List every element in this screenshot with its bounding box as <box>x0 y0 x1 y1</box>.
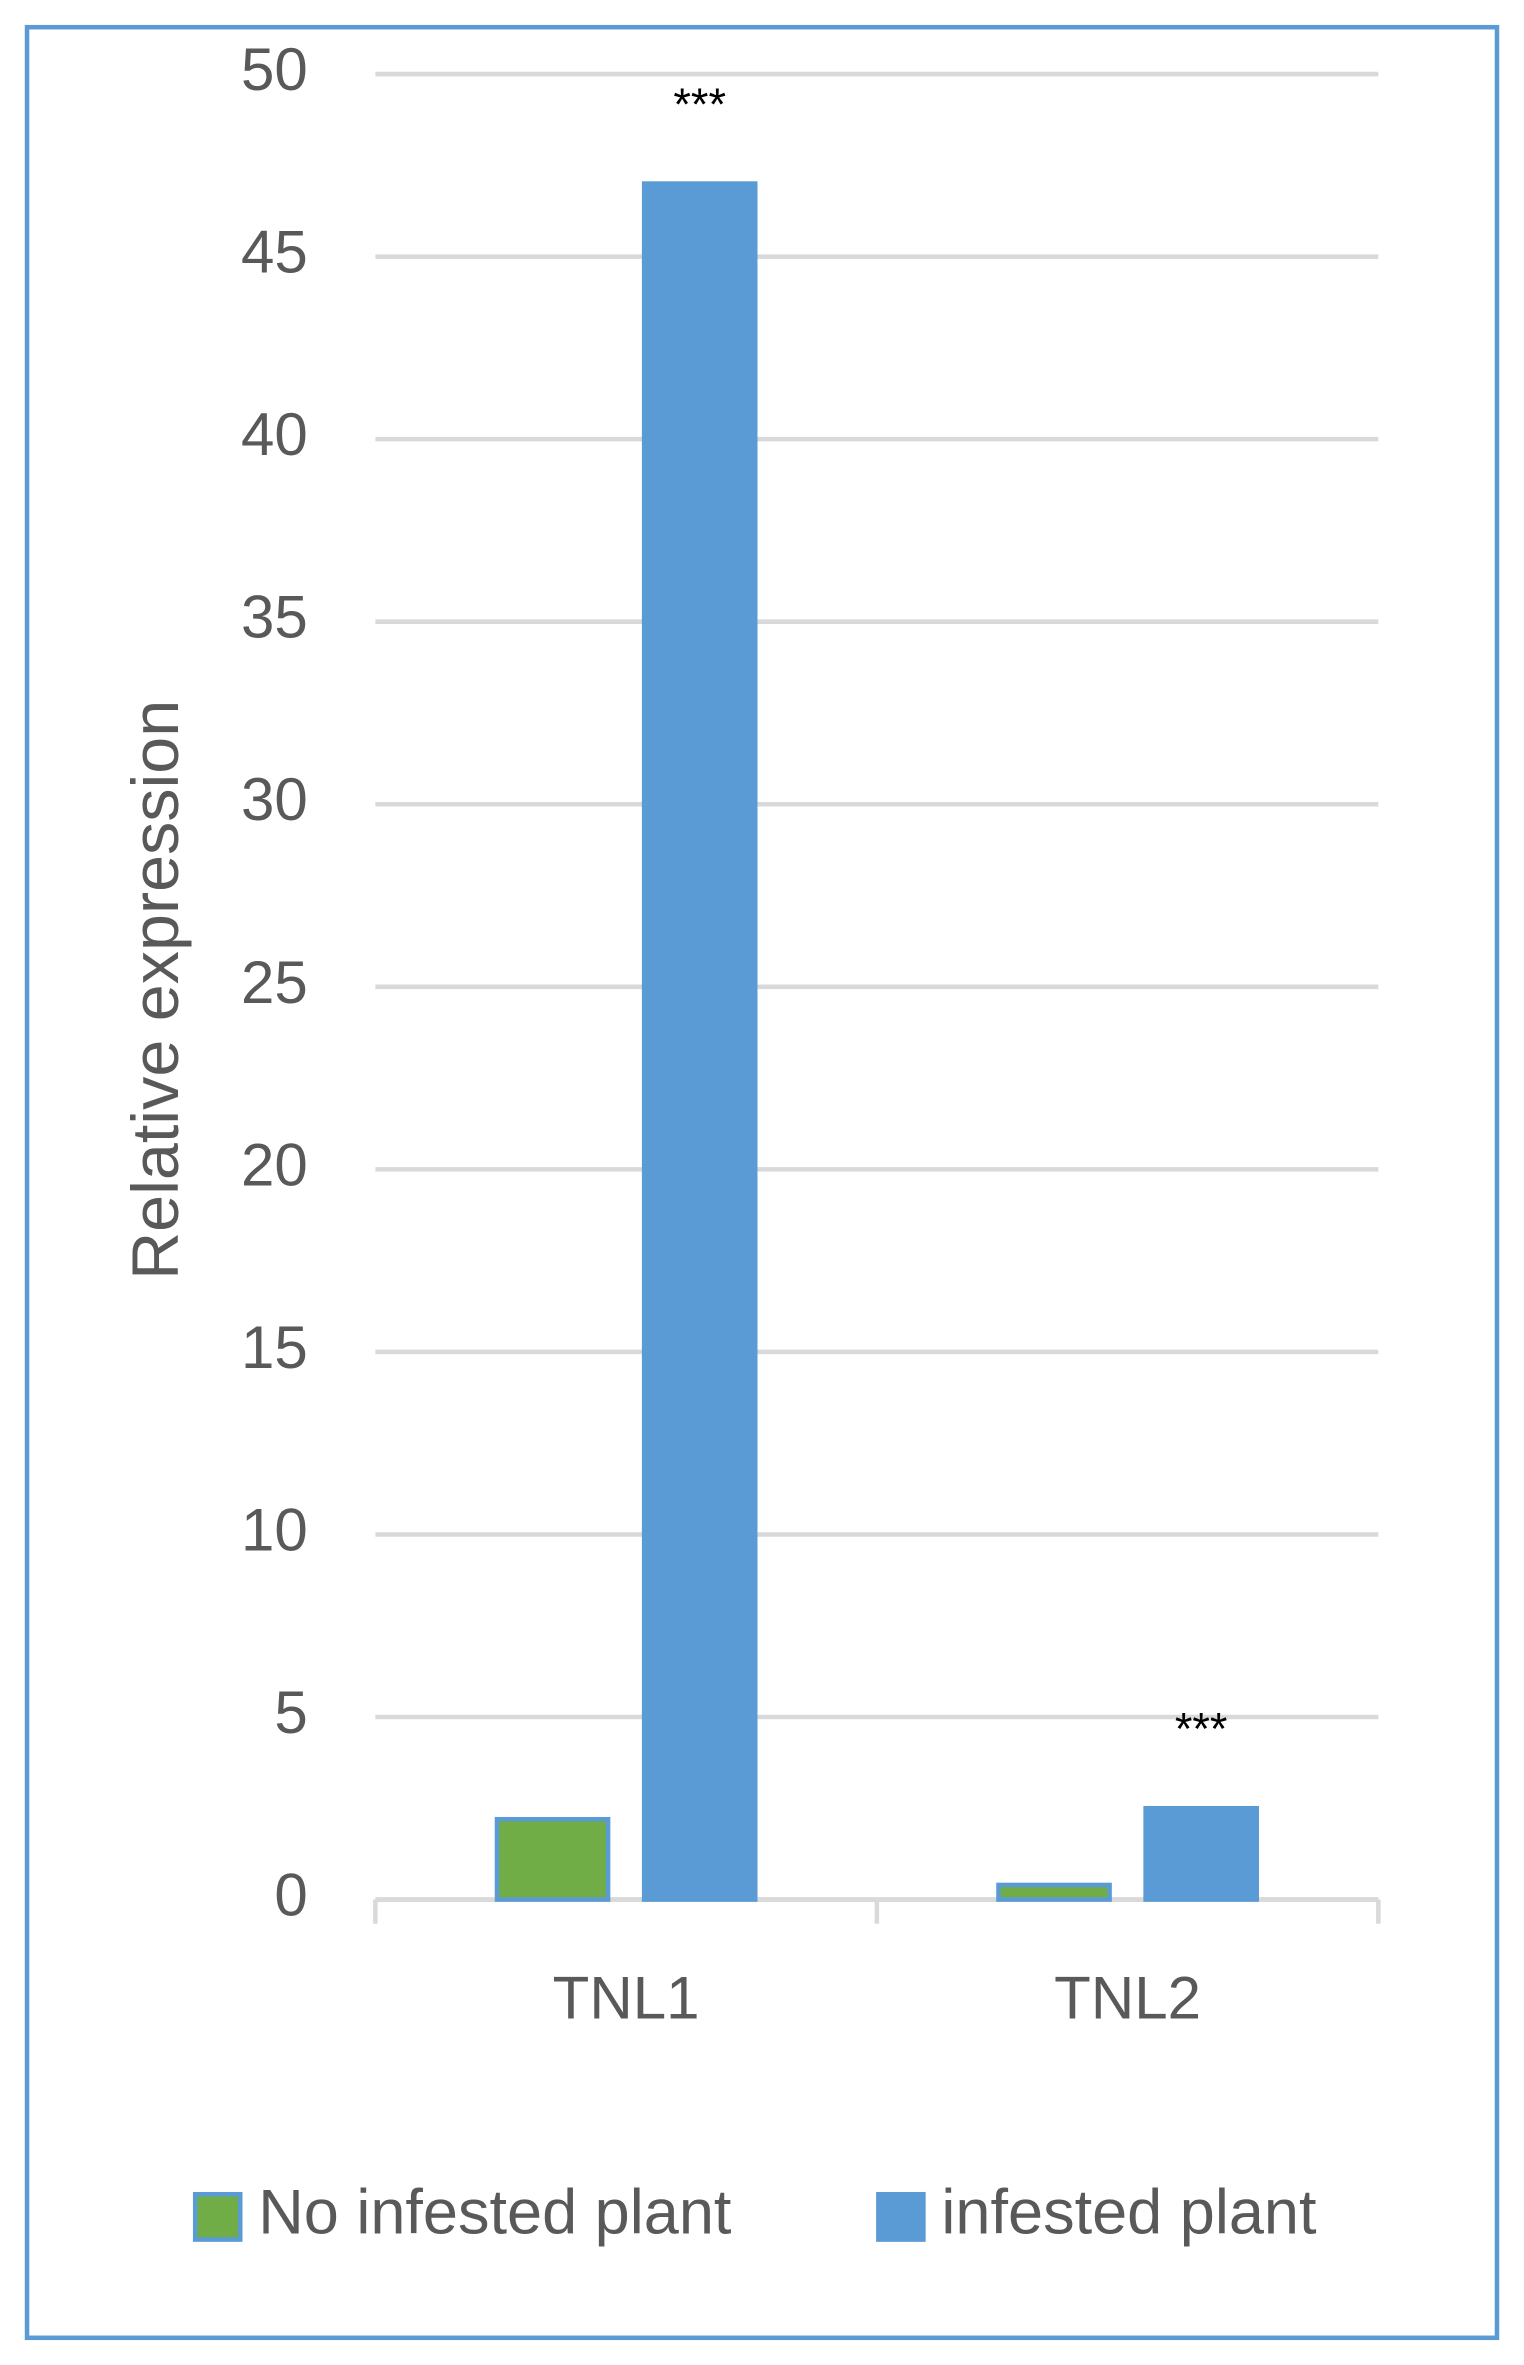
legend-swatch <box>876 2191 926 2242</box>
y-tick-label: 50 <box>241 35 308 103</box>
y-tick-label: 45 <box>241 217 308 285</box>
y-axis-title: Relative expression <box>119 700 193 1280</box>
x-tick-label: TNL2 <box>1054 1963 1201 2031</box>
y-tick-label: 10 <box>241 1495 308 1563</box>
y-tick-label: 35 <box>241 582 308 650</box>
bar <box>996 1882 1112 1902</box>
legend-swatch <box>192 2191 243 2242</box>
chart-border <box>24 24 1500 2341</box>
y-tick-label: 20 <box>241 1130 308 1198</box>
bar <box>1143 1806 1259 1902</box>
y-tick-label: 5 <box>274 1678 307 1746</box>
y-tick-label: 40 <box>241 400 308 468</box>
significance-label: *** <box>673 79 726 130</box>
significance-label: *** <box>1175 1704 1228 1755</box>
x-tick-label: TNL1 <box>553 1963 700 2031</box>
y-tick-label: 25 <box>241 948 308 1016</box>
bar <box>494 1816 611 1902</box>
bar <box>641 181 758 1902</box>
legend-label: infested plant <box>941 2177 1316 2247</box>
y-tick-label: 30 <box>241 765 308 833</box>
y-tick-label: 15 <box>241 1313 308 1381</box>
y-tick-label: 0 <box>274 1860 307 1928</box>
legend-label: No infested plant <box>258 2177 732 2247</box>
